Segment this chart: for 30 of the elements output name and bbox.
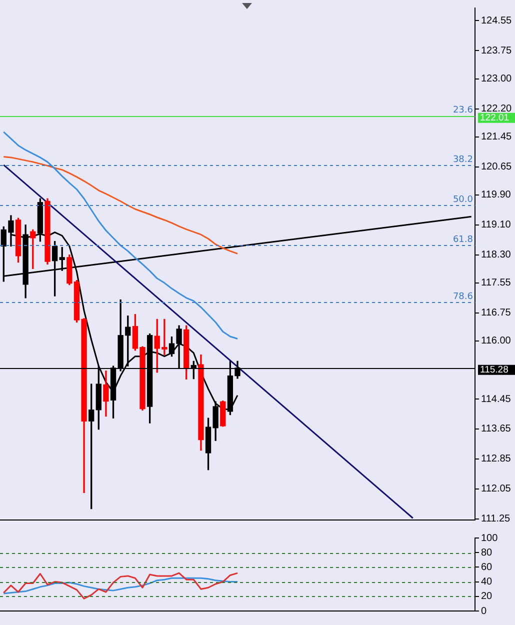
y-tick-label: 111.25 (481, 514, 511, 525)
y-tick-label: 116.00 (481, 336, 512, 347)
y-tick-label: 60 (481, 562, 493, 573)
ref-line-label: 122.01 (480, 112, 510, 124)
y-tick-label: 123.75 (481, 45, 512, 56)
y-tick-label: 0 (481, 606, 487, 617)
y-tick-label: 112.85 (481, 454, 512, 465)
annotation: 61.8 (452, 234, 474, 245)
y-tick-label: 80 (481, 547, 493, 558)
y-tick-label: 100 (481, 532, 498, 544)
y-tick-label: 116.75 (481, 308, 512, 319)
y-tick-label: 117.55 (481, 278, 512, 289)
y-tick-label: 119.10 (481, 220, 512, 231)
y-tick-label: 119.90 (481, 190, 512, 201)
annotation: 38.2 (452, 155, 473, 166)
y-tick-label: 113.65 (481, 424, 512, 435)
annotation: 78.6 (452, 292, 474, 302)
y-tick-label: 118.30 (481, 250, 512, 261)
annotation: 23.6 (452, 106, 474, 116)
y-tick-label: 112.05 (481, 484, 512, 495)
y-tick-label: 120.65 (481, 162, 512, 173)
y-tick-label: 20 (481, 591, 493, 602)
y-tick-label: 124.55 (481, 15, 512, 26)
ref-line-label: 115.28 (480, 364, 508, 376)
y-tick-label: 123.00 (481, 74, 512, 85)
y-tick-label: 122.20 (481, 104, 512, 114)
annotation: 50.0 (452, 195, 474, 206)
y-tick-label: 40 (481, 576, 493, 588)
y-tick-label: 114.45 (481, 394, 512, 405)
y-tick-label: 121.45 (481, 132, 512, 143)
